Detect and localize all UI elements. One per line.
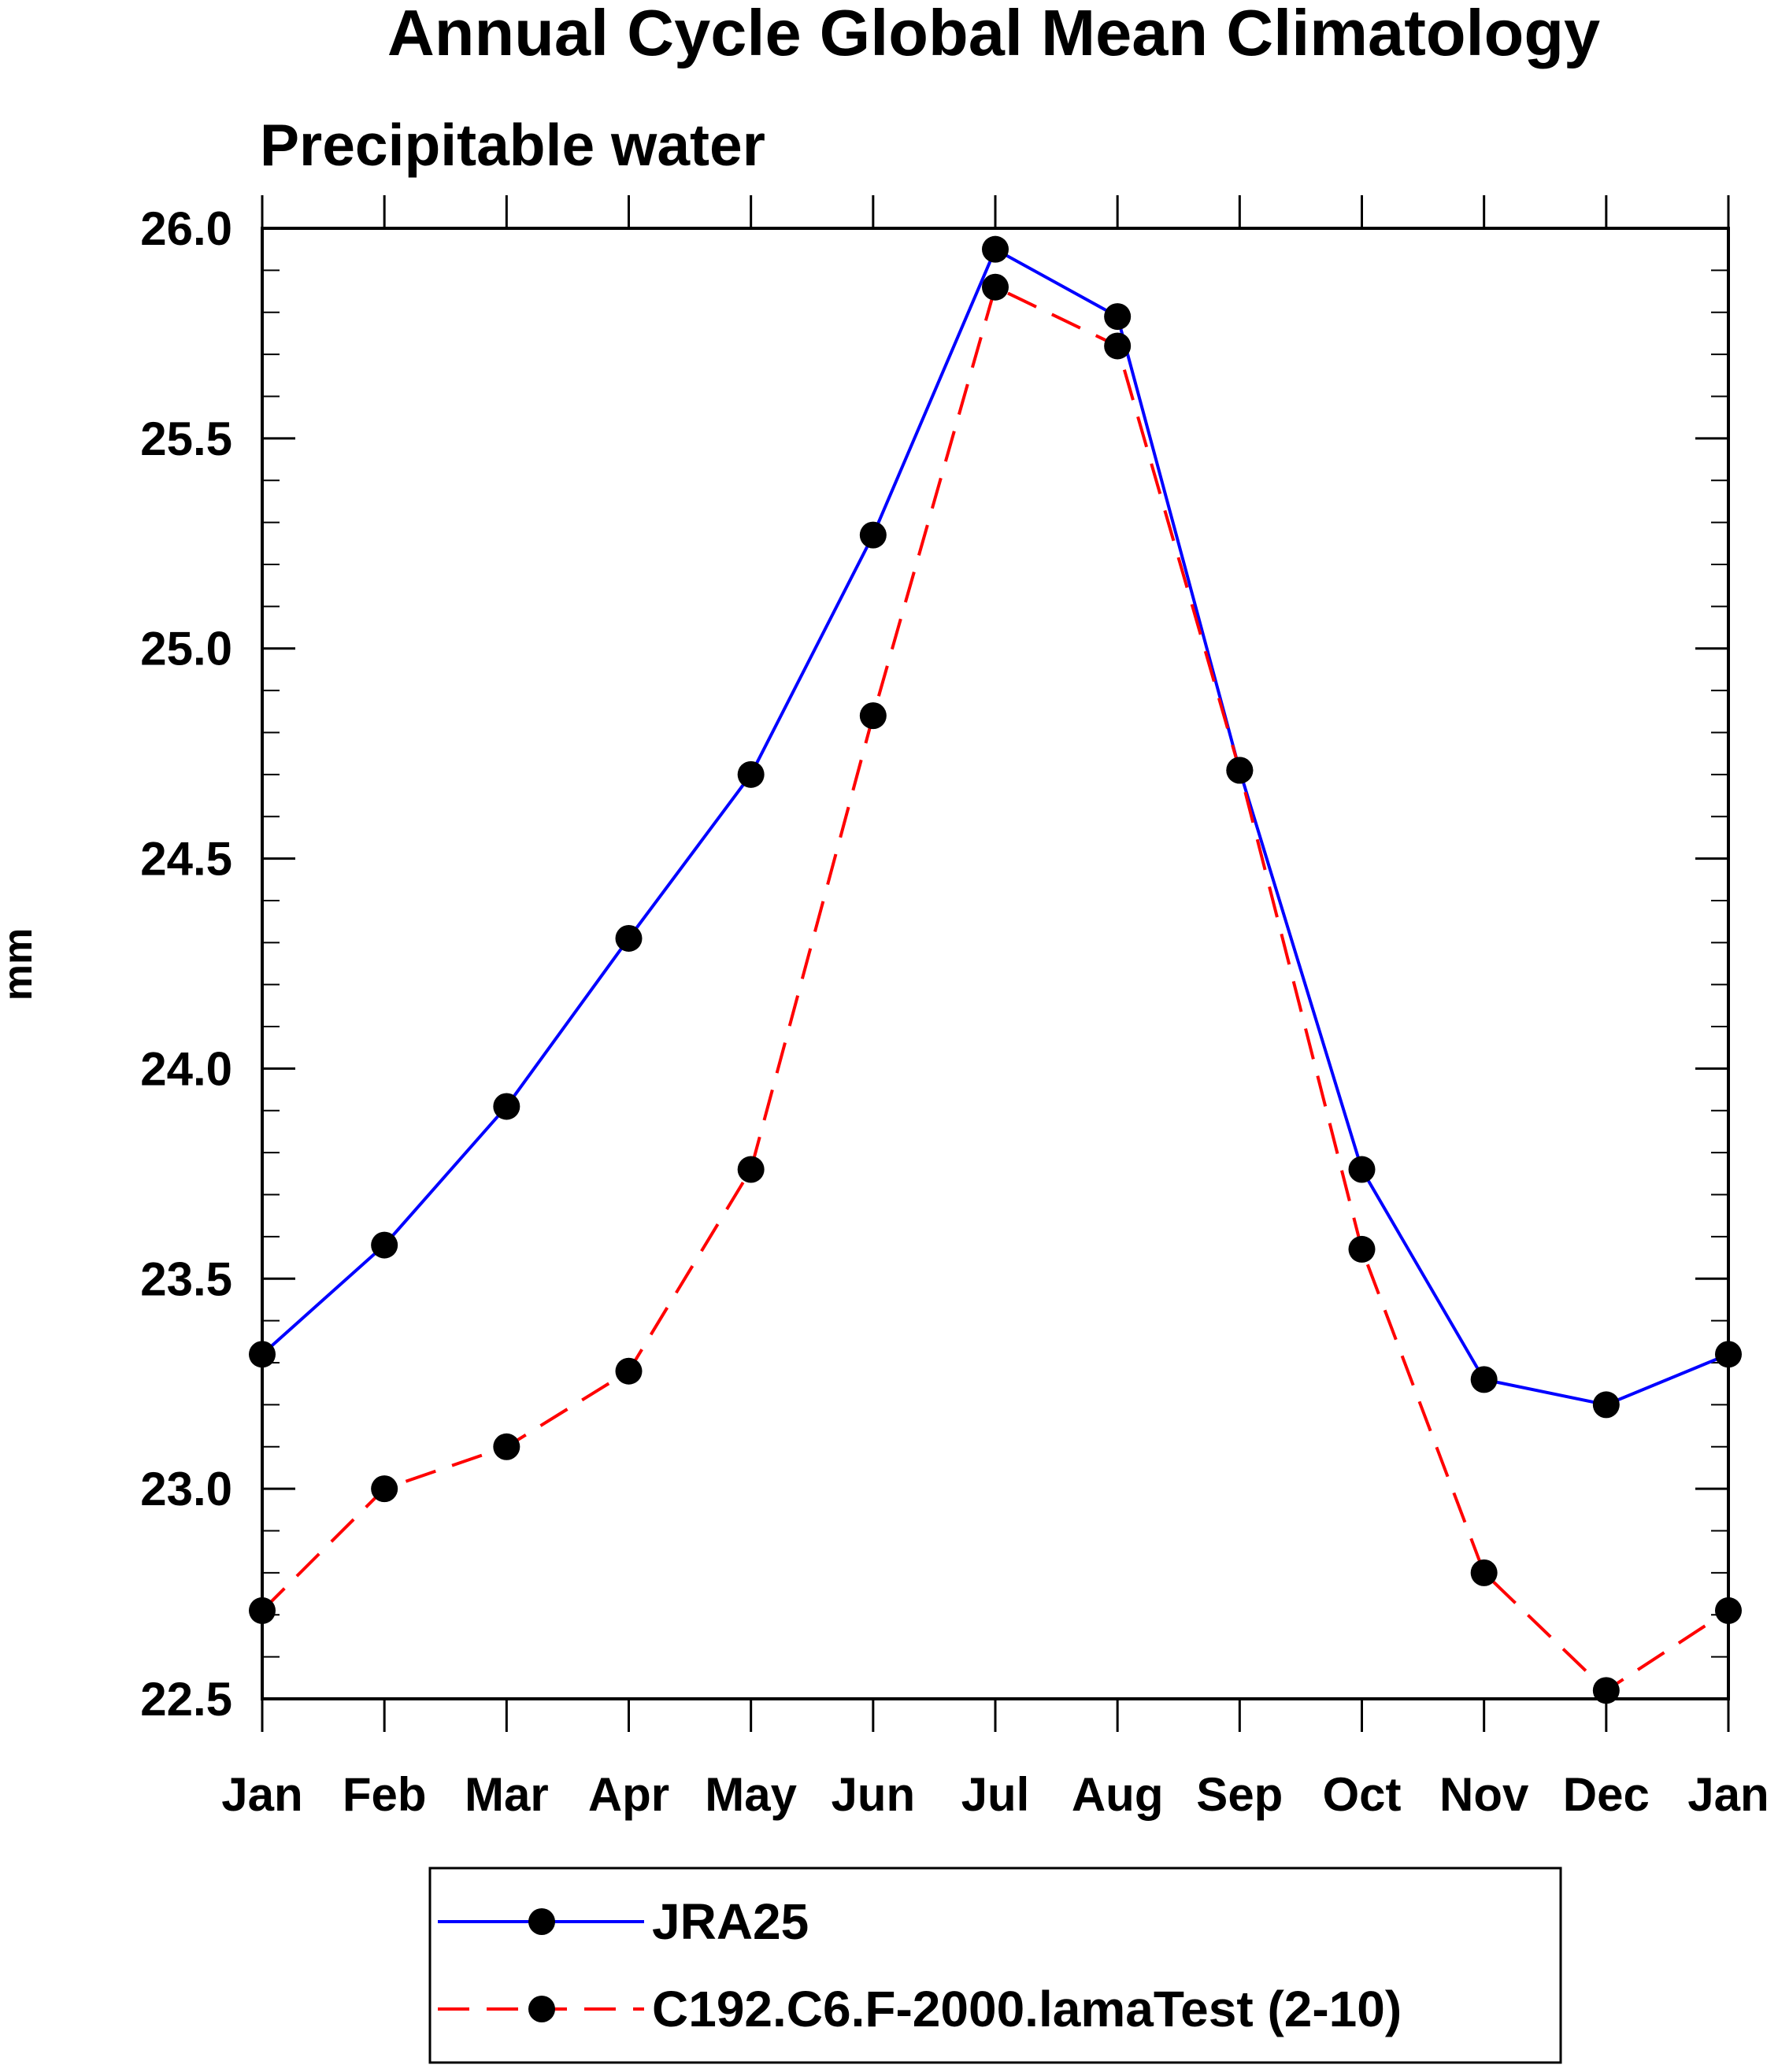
series-0-point: [982, 235, 1009, 263]
series-1-point: [493, 1433, 520, 1460]
plot-frame: [261, 227, 1730, 1700]
x-tick-label: Jan: [1687, 1768, 1769, 1821]
y-tick-label: 22.5: [140, 1673, 232, 1726]
series-1-point: [859, 702, 887, 730]
x-tick-labels: Jan Feb Mar Apr May Jun Jul Aug Sep Oct Nov Dec Jan: [221, 1768, 1769, 1821]
series-1-point: [982, 273, 1009, 301]
y-tick-label: 25.0: [140, 623, 232, 675]
x-tick-label: Jan: [221, 1768, 302, 1821]
x-tick-label: Feb: [343, 1768, 427, 1821]
x-tick-label: May: [705, 1768, 797, 1821]
x-tick-label: Aug: [1072, 1768, 1164, 1821]
series-line-0: [261, 246, 1729, 1407]
series-1-point: [1592, 1677, 1620, 1704]
series-1-point: [737, 1156, 765, 1183]
chart-subtitle: Precipitable water: [260, 112, 765, 178]
y-tick-label: 24.0: [140, 1042, 232, 1095]
series-line-1: [261, 284, 1730, 1693]
y-tick-label: 24.5: [140, 833, 232, 886]
series-1-point: [1226, 757, 1254, 784]
y-tick-label: 23.5: [140, 1252, 232, 1305]
series-1-point: [1104, 332, 1132, 360]
series-0-point: [493, 1093, 520, 1120]
y-tick-label: 23.0: [140, 1463, 232, 1515]
series-1-point: [371, 1475, 398, 1503]
series-0-point: [615, 924, 643, 952]
series-1-point: [1470, 1559, 1498, 1586]
axis-ticks: [261, 195, 1730, 1732]
y-axis-label: mm: [0, 928, 41, 1001]
x-tick-label: Jul: [961, 1768, 1030, 1821]
series-1-point: [615, 1357, 643, 1385]
series-0-point: [1470, 1366, 1498, 1393]
series-0-point: [371, 1231, 398, 1259]
legend-marker-jra25: [528, 1908, 555, 1935]
x-tick-label: Mar: [465, 1768, 549, 1821]
x-tick-label: Sep: [1196, 1768, 1283, 1821]
series-0-point: [859, 521, 887, 549]
chart-title: Annual Cycle Global Mean Climatology: [387, 0, 1600, 69]
legend: JRA25 C192.C6.F-2000.lamaTest (2-10): [428, 1867, 1562, 2064]
series-1-point: [1348, 1235, 1376, 1263]
series-0-point: [1104, 303, 1132, 331]
x-tick-label: Dec: [1563, 1768, 1650, 1821]
series-0-point: [737, 760, 765, 788]
data-series: [249, 235, 1742, 1704]
legend-marker-c192: [528, 1996, 555, 2022]
y-tick-label: 26.0: [140, 202, 232, 255]
series-0-point: [1348, 1156, 1376, 1183]
y-tick-label: 25.5: [140, 413, 232, 465]
y-tick-labels: 22.5 23.0 23.5 24.0 24.5 25.0 25.5 26.0: [140, 202, 232, 1726]
legend-box: [428, 1867, 1562, 2064]
x-tick-label: Nov: [1439, 1768, 1529, 1821]
x-tick-label: Apr: [588, 1768, 669, 1821]
legend-label-c192: C192.C6.F-2000.lamaTest (2-10): [652, 1981, 1402, 2037]
series-0-point: [1592, 1391, 1620, 1419]
x-tick-label: Oct: [1322, 1768, 1401, 1821]
x-tick-label: Jun: [831, 1768, 915, 1821]
legend-label-jra25: JRA25: [652, 1893, 809, 1950]
